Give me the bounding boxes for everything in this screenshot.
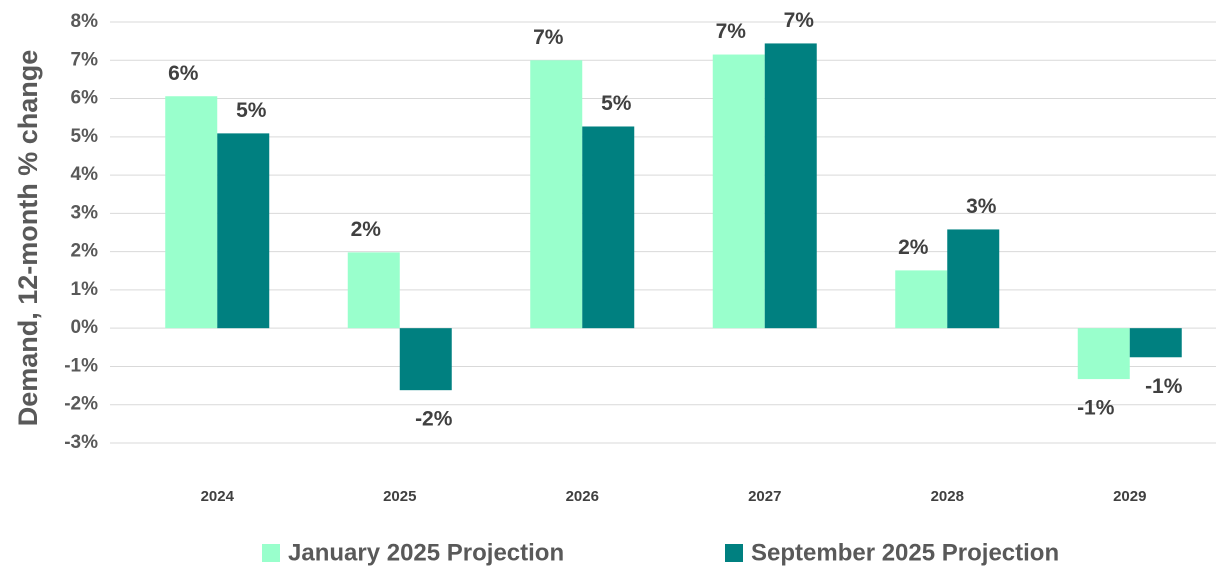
legend-label: September 2025 Projection bbox=[751, 539, 1059, 566]
value-label: 3% bbox=[966, 195, 997, 218]
x-tick-label: 2027 bbox=[748, 488, 781, 505]
x-tick-label: 2026 bbox=[566, 488, 599, 505]
legend-swatch bbox=[262, 544, 280, 562]
y-tick-label: -1% bbox=[64, 355, 98, 376]
x-tick-label: 2024 bbox=[201, 488, 235, 505]
y-tick-label: 4% bbox=[71, 164, 99, 185]
value-label: 6% bbox=[168, 62, 199, 85]
bar bbox=[947, 229, 1000, 329]
bar bbox=[1077, 328, 1130, 380]
legend-swatch bbox=[725, 544, 743, 562]
y-tick-label: 0% bbox=[71, 317, 99, 338]
x-tick-label: 2029 bbox=[1113, 488, 1146, 505]
y-tick-label: 2% bbox=[71, 241, 99, 262]
y-tick-label: 5% bbox=[71, 126, 99, 147]
legend-label: January 2025 Projection bbox=[288, 539, 564, 566]
value-label: 2% bbox=[351, 218, 382, 241]
value-label: 7% bbox=[784, 9, 815, 32]
value-label: 5% bbox=[601, 92, 632, 115]
value-label: -1% bbox=[1145, 375, 1183, 398]
bar bbox=[582, 126, 635, 329]
bar bbox=[399, 328, 452, 391]
bar bbox=[165, 96, 218, 329]
y-tick-label: -3% bbox=[64, 432, 98, 453]
bar bbox=[217, 133, 270, 329]
value-label: -1% bbox=[1077, 397, 1115, 420]
value-label: 7% bbox=[533, 26, 564, 49]
y-tick-label: 3% bbox=[71, 202, 99, 223]
x-tick-label: 2025 bbox=[383, 488, 416, 505]
x-tick-label: 2028 bbox=[931, 488, 964, 505]
bar bbox=[1129, 328, 1182, 358]
y-tick-label: 6% bbox=[71, 88, 99, 109]
value-label: 2% bbox=[898, 236, 929, 259]
value-label: 7% bbox=[716, 20, 747, 43]
y-tick-label: 7% bbox=[71, 49, 99, 70]
bar bbox=[764, 43, 817, 329]
y-tick-label: -2% bbox=[64, 394, 98, 415]
bar bbox=[712, 54, 765, 329]
y-tick-label: 8% bbox=[71, 11, 99, 32]
value-label: -2% bbox=[415, 408, 453, 431]
bar bbox=[895, 270, 948, 329]
bar bbox=[347, 252, 400, 329]
y-tick-label: 1% bbox=[71, 279, 99, 300]
bar bbox=[530, 60, 583, 329]
y-axis-title: Demand, 12-month % change bbox=[13, 50, 43, 427]
value-label: 5% bbox=[236, 99, 267, 122]
